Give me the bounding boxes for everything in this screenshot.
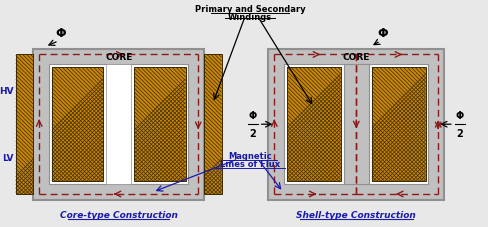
Bar xyxy=(106,65,131,184)
Text: CORE: CORE xyxy=(343,53,370,62)
Bar xyxy=(49,65,188,184)
Text: Windings: Windings xyxy=(228,12,272,21)
Bar xyxy=(344,65,369,184)
Text: 2: 2 xyxy=(249,128,256,138)
Text: Lines of Flux: Lines of Flux xyxy=(220,159,280,168)
Text: LV: LV xyxy=(2,153,14,162)
Text: CORE: CORE xyxy=(105,53,132,62)
Text: Magnetic: Magnetic xyxy=(228,151,272,160)
Text: Φ: Φ xyxy=(249,111,257,121)
Text: Φ: Φ xyxy=(377,27,388,40)
Bar xyxy=(52,68,103,182)
Bar xyxy=(284,65,428,184)
Text: Shell-type Construction: Shell-type Construction xyxy=(296,210,416,219)
Text: Primary and Secondary: Primary and Secondary xyxy=(195,5,305,14)
Bar xyxy=(33,49,204,200)
Bar xyxy=(268,49,444,200)
Text: Φ: Φ xyxy=(55,27,66,40)
Bar xyxy=(372,68,426,182)
Bar xyxy=(287,68,341,182)
Text: Core-type Construction: Core-type Construction xyxy=(60,210,178,219)
Text: HV: HV xyxy=(0,87,14,96)
Bar xyxy=(134,68,185,182)
Bar xyxy=(204,55,222,194)
Text: Φ: Φ xyxy=(456,111,464,121)
Bar xyxy=(16,55,33,194)
Text: 2: 2 xyxy=(456,128,463,138)
